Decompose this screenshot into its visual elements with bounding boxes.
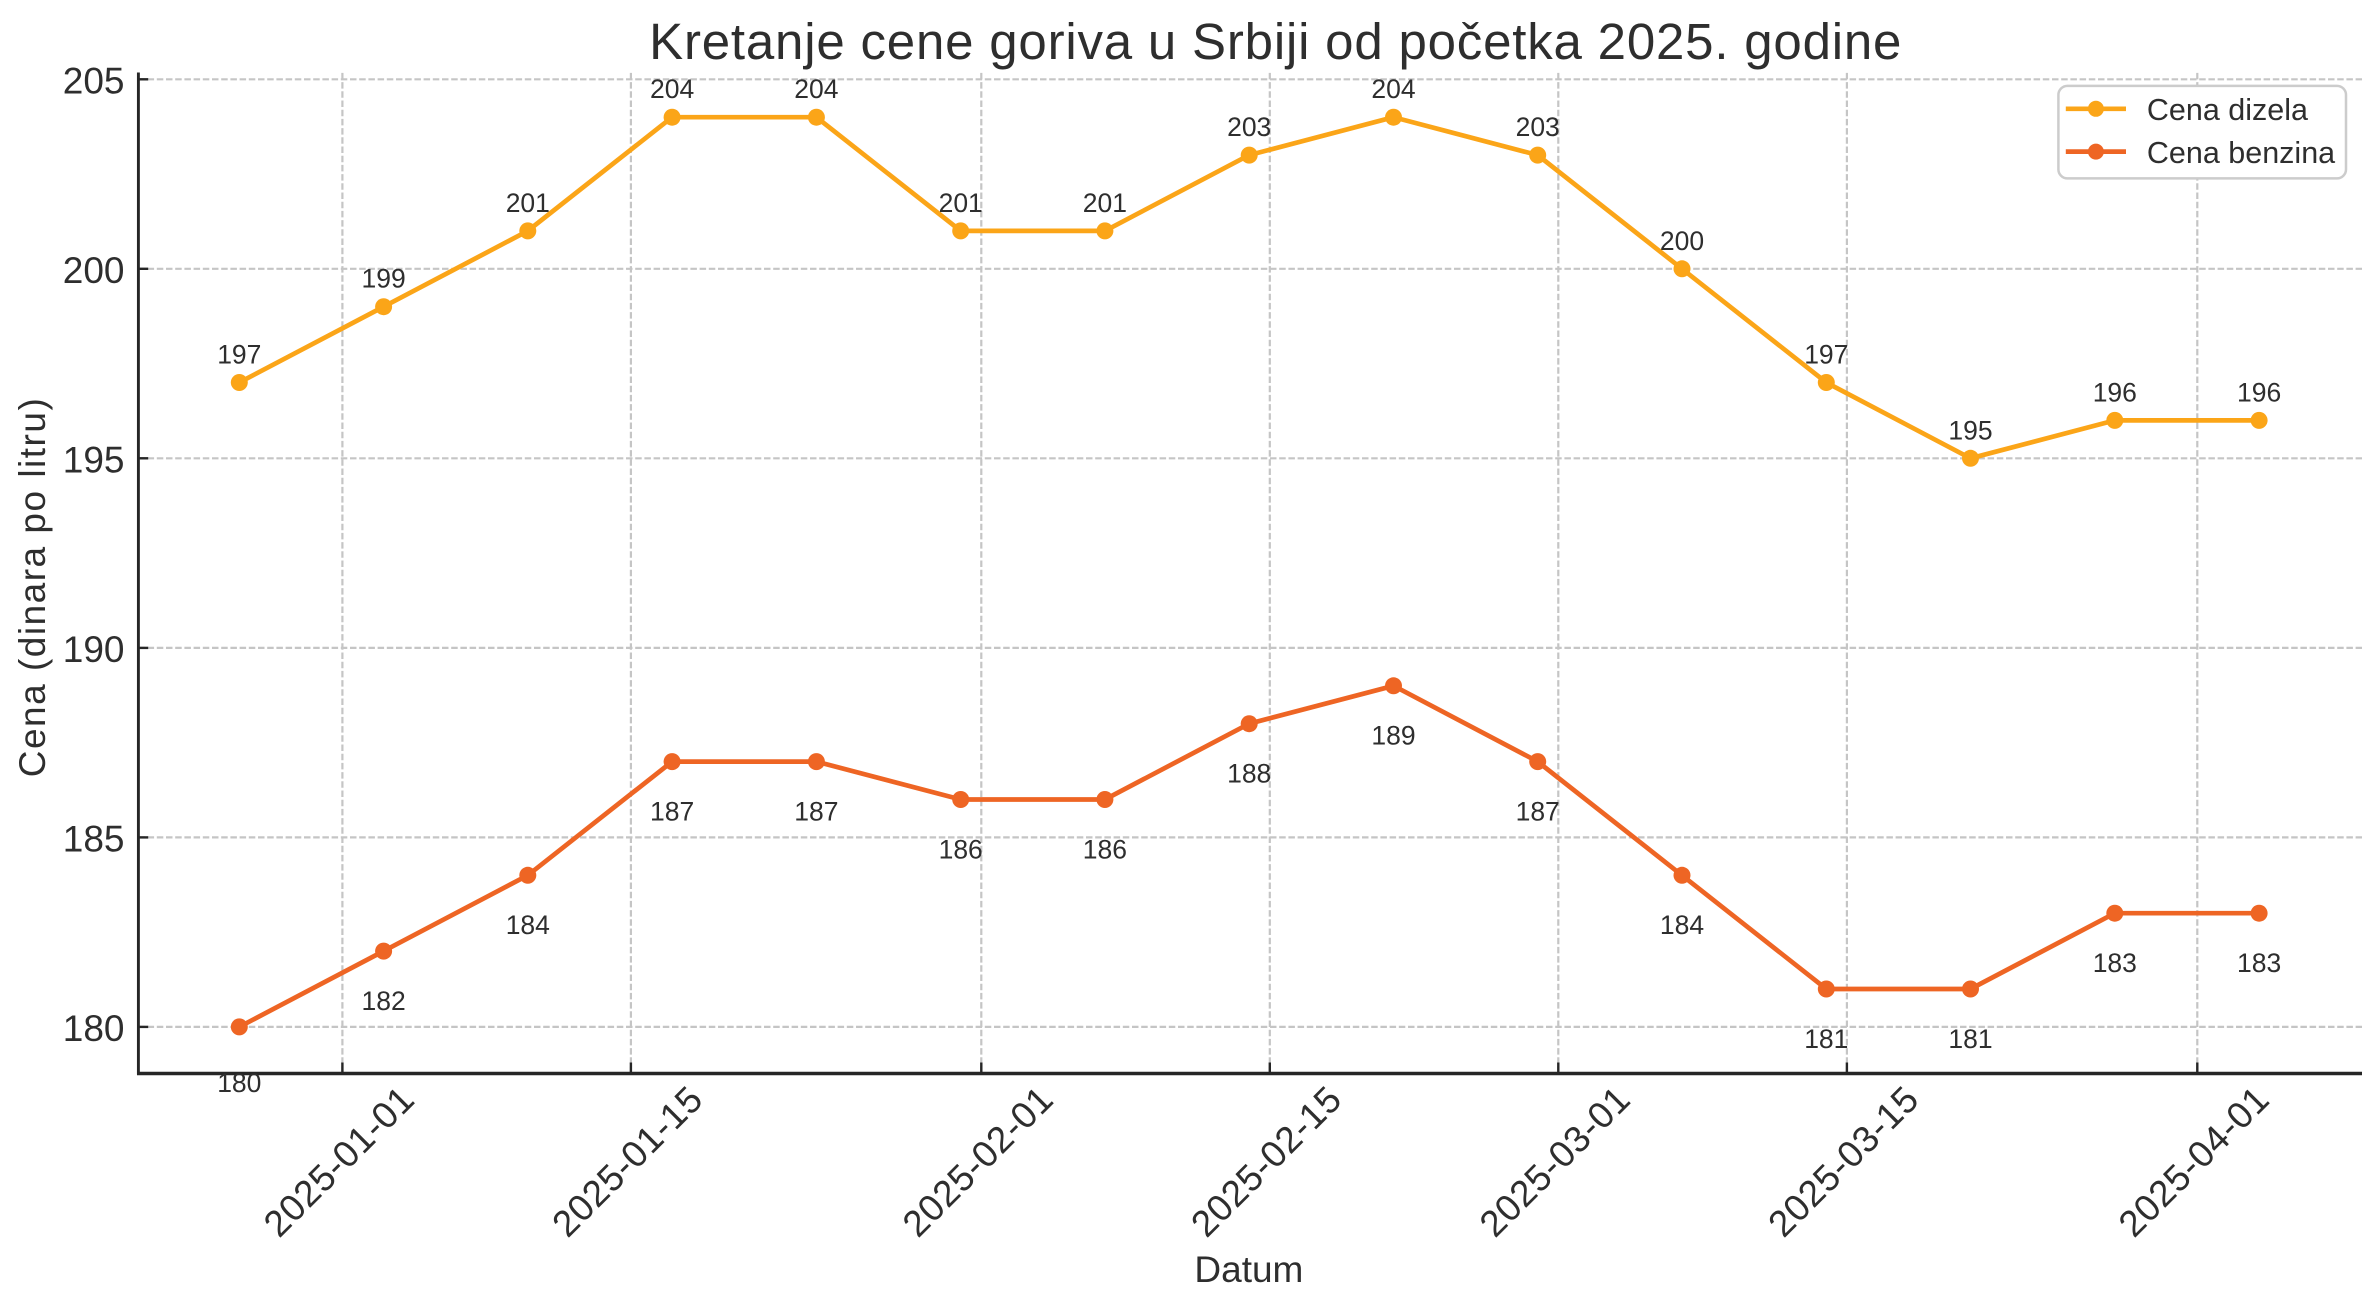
svg-text:190: 190 bbox=[63, 629, 125, 670]
svg-text:204: 204 bbox=[650, 74, 694, 104]
svg-text:205: 205 bbox=[63, 60, 125, 101]
svg-text:189: 189 bbox=[1371, 721, 1415, 751]
svg-text:204: 204 bbox=[1371, 74, 1415, 104]
svg-text:195: 195 bbox=[63, 439, 125, 480]
svg-text:Cena (dinara po litru): Cena (dinara po litru) bbox=[12, 397, 53, 778]
svg-text:201: 201 bbox=[506, 188, 550, 218]
svg-text:200: 200 bbox=[63, 250, 125, 291]
svg-text:204: 204 bbox=[794, 74, 838, 104]
svg-text:184: 184 bbox=[1660, 910, 1704, 940]
svg-text:201: 201 bbox=[1083, 188, 1127, 218]
svg-text:197: 197 bbox=[1804, 340, 1848, 370]
svg-text:182: 182 bbox=[361, 986, 405, 1016]
svg-text:183: 183 bbox=[2093, 948, 2137, 978]
svg-text:203: 203 bbox=[1516, 112, 1560, 142]
svg-text:181: 181 bbox=[1804, 1024, 1848, 1054]
svg-text:197: 197 bbox=[217, 340, 261, 370]
svg-text:181: 181 bbox=[1948, 1024, 1992, 1054]
svg-text:186: 186 bbox=[939, 834, 983, 864]
svg-text:195: 195 bbox=[1948, 415, 1992, 445]
svg-text:199: 199 bbox=[361, 264, 405, 294]
svg-text:183: 183 bbox=[2237, 948, 2281, 978]
svg-text:196: 196 bbox=[2093, 377, 2137, 407]
svg-text:185: 185 bbox=[63, 818, 125, 859]
svg-text:187: 187 bbox=[650, 796, 694, 826]
svg-text:180: 180 bbox=[63, 1008, 125, 1049]
svg-text:188: 188 bbox=[1227, 759, 1271, 789]
svg-text:203: 203 bbox=[1227, 112, 1271, 142]
svg-text:Kretanje cene goriva u Srbiji: Kretanje cene goriva u Srbiji od početka… bbox=[649, 13, 1902, 70]
svg-text:201: 201 bbox=[939, 188, 983, 218]
svg-text:180: 180 bbox=[217, 1068, 261, 1098]
svg-text:196: 196 bbox=[2237, 377, 2281, 407]
svg-text:186: 186 bbox=[1083, 834, 1127, 864]
svg-text:200: 200 bbox=[1660, 226, 1704, 256]
svg-text:Cena benzina: Cena benzina bbox=[2147, 136, 2335, 170]
svg-text:184: 184 bbox=[506, 910, 550, 940]
svg-text:Cena dizela: Cena dizela bbox=[2147, 93, 2308, 127]
svg-text:187: 187 bbox=[794, 796, 838, 826]
svg-text:Datum: Datum bbox=[1194, 1249, 1303, 1290]
svg-text:187: 187 bbox=[1516, 796, 1560, 826]
